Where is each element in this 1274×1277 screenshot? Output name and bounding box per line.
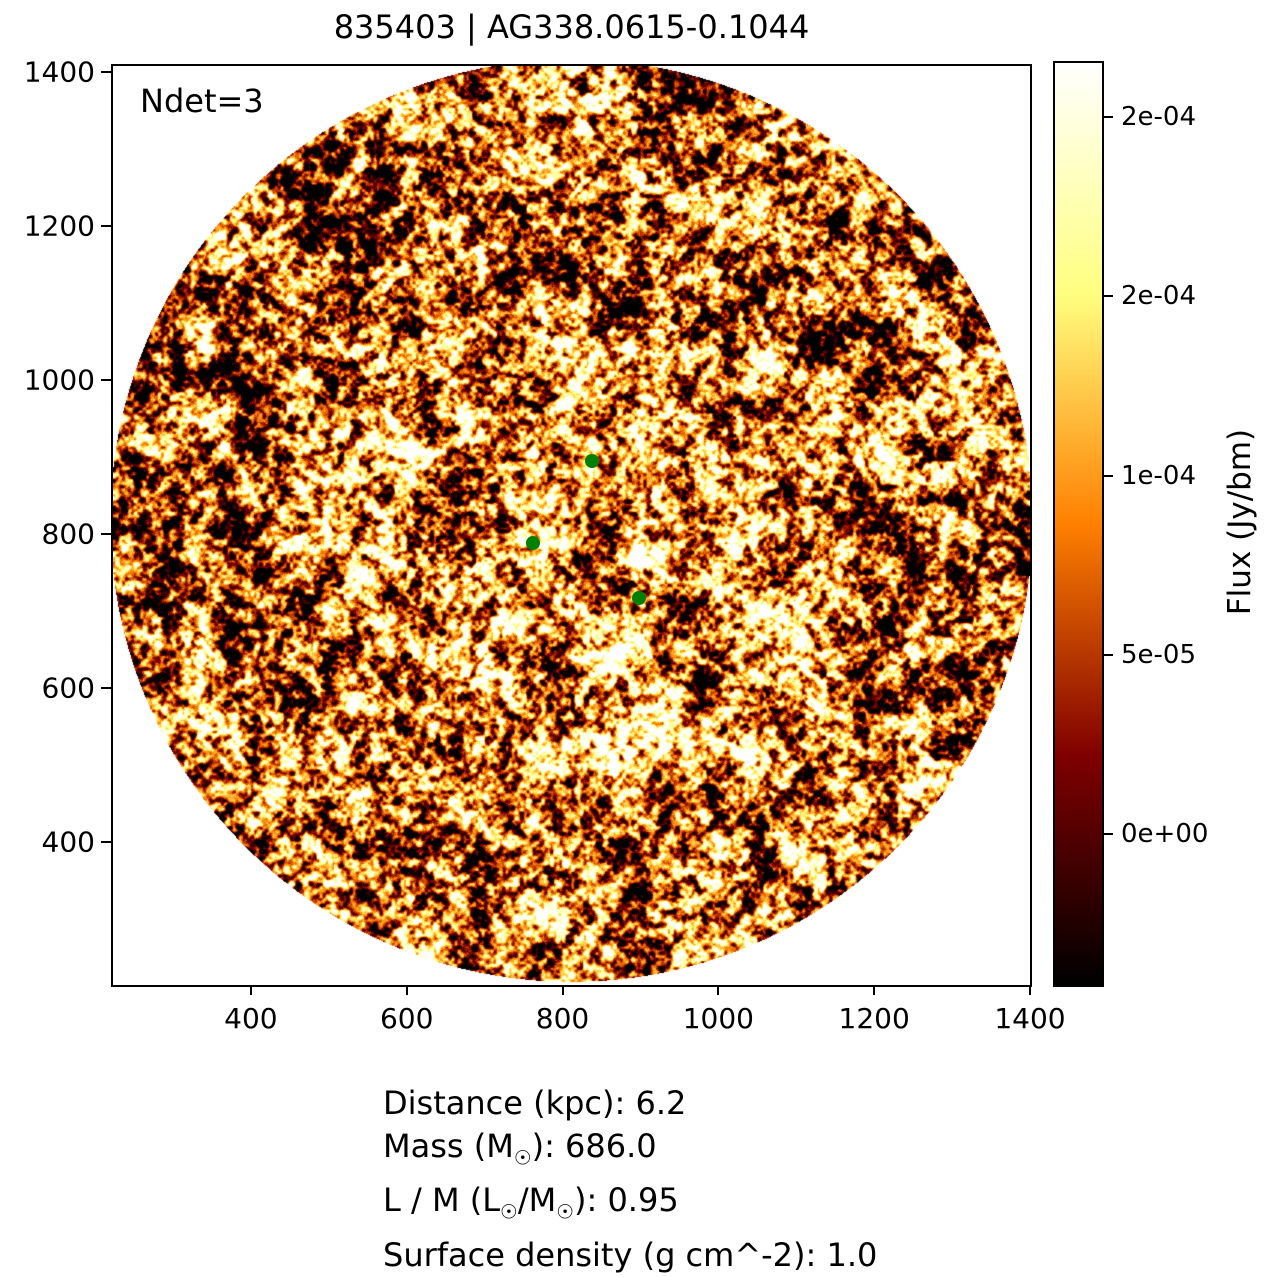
colorbar-tick-label: 5e-05	[1121, 639, 1197, 670]
y-tick-label: 1200	[23, 209, 95, 243]
info-lm-ratio: L / M (L☉/M☉): 0.95	[383, 1181, 679, 1224]
info-surface-density: Surface density (g cm^-2): 1.0	[383, 1235, 878, 1274]
colorbar-tick-mark	[1104, 833, 1113, 836]
x-tick-label: 800	[535, 1002, 590, 1035]
x-tick-mark	[873, 985, 876, 995]
y-tick-mark	[101, 225, 111, 228]
colorbar-tick-mark	[1104, 474, 1113, 477]
info-block: Distance (kpc): 6.2 Mass (M☉): 686.0 L /…	[383, 1082, 877, 1277]
plot-title: 835403 | AG338.0615-0.1044	[333, 8, 810, 46]
y-tick-label: 400	[41, 825, 95, 859]
y-tick-mark	[101, 71, 111, 74]
colorbar-tick-label: 2e-04	[1121, 281, 1197, 312]
x-tick-mark	[1029, 985, 1031, 995]
y-tick-mark	[101, 840, 111, 843]
colorbar-label: Flux (Jy/bm)	[1222, 428, 1258, 616]
x-tick-label: 400	[224, 1002, 278, 1035]
x-tick-label: 600	[379, 1002, 434, 1035]
colorbar-tick-label: 0e+00	[1121, 819, 1209, 850]
y-tick-label: 1400	[23, 55, 95, 89]
y-tick-mark	[101, 532, 111, 535]
flux-map-image	[113, 66, 1030, 985]
colorbar-tick-mark	[1104, 115, 1113, 118]
colorbar	[1053, 61, 1104, 987]
x-tick-label: 1000	[682, 1002, 754, 1035]
colorbar-tick-mark	[1104, 295, 1113, 298]
y-tick-mark	[101, 379, 111, 382]
ndet-annotation: Ndet=3	[140, 82, 264, 120]
info-mass: Mass (M☉): 686.0	[383, 1127, 657, 1170]
y-tick-label: 600	[41, 671, 95, 705]
x-tick-mark	[405, 985, 408, 995]
colorbar-tick-mark	[1104, 653, 1113, 656]
plot-area: Ndet=3	[111, 64, 1032, 987]
x-tick-mark	[717, 985, 720, 995]
x-tick-mark	[561, 985, 564, 995]
y-tick-mark	[101, 686, 111, 689]
info-distance: Distance (kpc): 6.2	[383, 1084, 687, 1122]
y-tick-label: 1000	[23, 363, 95, 397]
detection-marker	[585, 453, 600, 468]
detection-marker	[525, 536, 540, 551]
colorbar-tick-label: 2e-04	[1121, 101, 1197, 132]
colorbar-tick-label: 1e-04	[1121, 460, 1197, 491]
y-tick-label: 800	[41, 517, 95, 551]
x-tick-mark	[249, 985, 252, 995]
detection-marker	[631, 590, 646, 605]
x-tick-label: 1200	[838, 1002, 910, 1035]
x-tick-label: 1400	[994, 1002, 1066, 1035]
